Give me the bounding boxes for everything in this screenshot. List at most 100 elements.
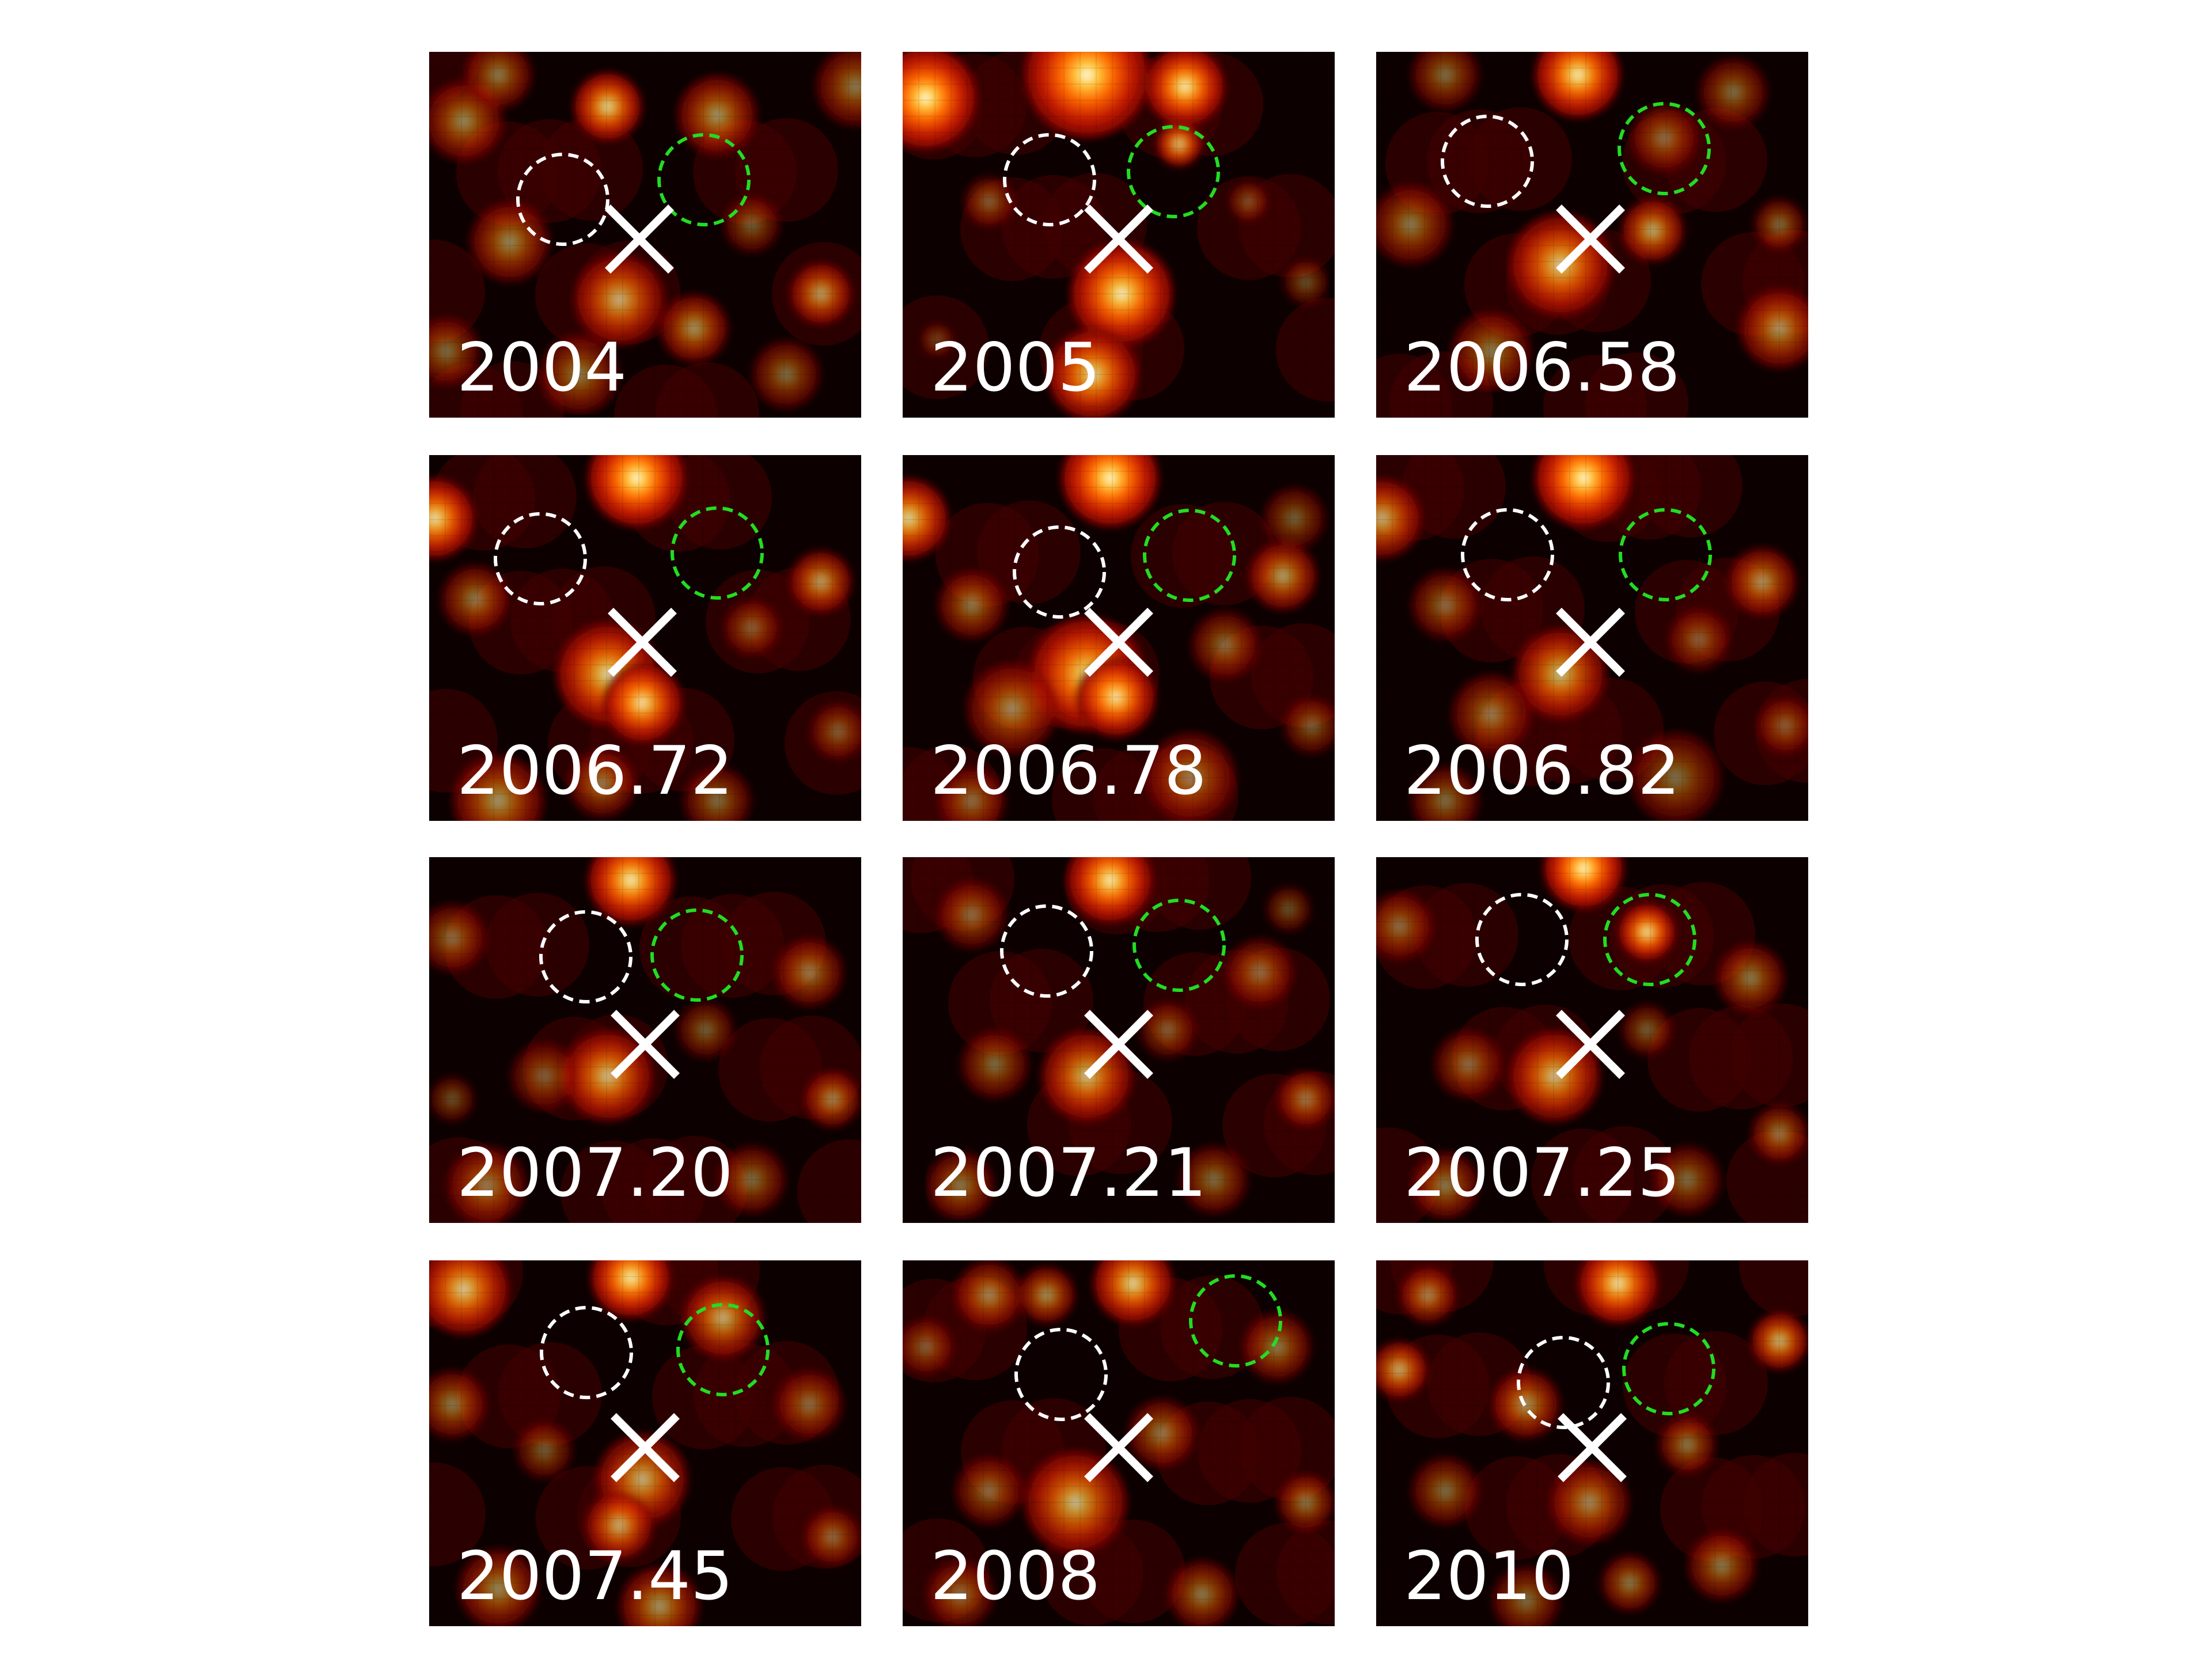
emission-blob xyxy=(1376,1341,1428,1399)
image-panel-2007-20: 2007.20 xyxy=(429,857,861,1223)
emission-blob xyxy=(1075,657,1156,737)
emission-blob xyxy=(1179,1145,1248,1214)
heatmap-image xyxy=(903,1260,1335,1626)
emission-blob xyxy=(966,662,1058,755)
emission-blob xyxy=(1756,697,1808,755)
emission-blob xyxy=(683,766,752,821)
emission-blob xyxy=(1491,1566,1560,1626)
emission-blob xyxy=(429,1370,487,1439)
emission-blob xyxy=(1751,1312,1808,1370)
emission-blob xyxy=(752,340,821,409)
emission-blob xyxy=(775,938,844,1007)
emission-blob xyxy=(1411,766,1480,821)
x-cross-marker-icon xyxy=(1558,1413,1627,1482)
emission-blob xyxy=(1621,1004,1673,1056)
emission-blob xyxy=(1618,903,1676,961)
emission-blob xyxy=(1621,199,1684,262)
emission-blob xyxy=(723,599,781,657)
emission-blob xyxy=(1061,455,1159,527)
reference-circle-icon xyxy=(1014,1328,1108,1421)
emission-blob xyxy=(1399,1266,1457,1324)
emission-blob xyxy=(960,1030,1029,1099)
emission-blob xyxy=(1411,570,1480,639)
emission-blob xyxy=(1451,311,1532,392)
emission-blob xyxy=(429,903,487,972)
emission-blob xyxy=(1263,487,1326,550)
emission-blob xyxy=(1535,455,1633,527)
comparison-circle-icon xyxy=(1127,125,1220,218)
reference-circle-icon xyxy=(540,1306,633,1399)
emission-blob xyxy=(1376,892,1434,961)
emission-blob xyxy=(1228,181,1268,222)
reference-circle-icon xyxy=(1441,115,1534,208)
comparison-circle-icon xyxy=(1603,893,1696,986)
heatmap-image xyxy=(429,455,861,821)
heatmap-image xyxy=(903,455,1335,821)
heatmap-image xyxy=(429,52,861,418)
emission-blob xyxy=(1716,944,1785,1013)
emission-blob xyxy=(789,550,853,613)
image-panel-2006-72: 2006.72 xyxy=(429,455,861,821)
emission-blob xyxy=(717,1145,786,1214)
comparison-circle-icon xyxy=(1132,899,1226,992)
emission-blob xyxy=(1191,611,1260,680)
emission-blob xyxy=(464,52,533,109)
image-panel-2010: 2010 xyxy=(1376,1260,1808,1626)
heatmap-image xyxy=(903,52,1335,418)
comparison-circle-icon xyxy=(1622,1322,1715,1415)
emission-blob xyxy=(1578,1260,1658,1324)
emission-blob xyxy=(1047,328,1139,418)
emission-blob xyxy=(937,766,1006,821)
heatmap-image xyxy=(429,857,861,1223)
reference-circle-icon xyxy=(494,512,587,605)
emission-blob xyxy=(1093,1260,1173,1324)
emission-blob xyxy=(562,1030,654,1122)
emission-blob xyxy=(429,1260,510,1335)
emission-blob xyxy=(1145,52,1225,127)
emission-blob xyxy=(804,1508,861,1566)
emission-blob xyxy=(429,478,475,559)
heatmap-image xyxy=(1376,52,1808,418)
emission-blob xyxy=(1067,857,1153,923)
emission-blob xyxy=(458,1548,539,1626)
emission-blob xyxy=(677,1001,734,1059)
x-cross-marker-icon xyxy=(1084,1413,1153,1482)
emission-blob xyxy=(1277,1474,1335,1531)
emission-blob xyxy=(1549,1462,1630,1543)
emission-blob xyxy=(588,857,674,923)
emission-blob xyxy=(469,202,550,282)
emission-blob xyxy=(937,570,1006,639)
reference-circle-icon xyxy=(516,153,609,246)
emission-blob xyxy=(510,1041,579,1111)
image-panel-2004: 2004 xyxy=(429,52,861,418)
x-cross-marker-icon xyxy=(611,1010,680,1079)
reference-circle-icon xyxy=(1013,525,1106,619)
emission-blob xyxy=(1283,259,1329,305)
comparison-circle-icon xyxy=(1619,508,1712,601)
emission-blob xyxy=(955,1260,1024,1330)
heatmap-image xyxy=(1376,1260,1808,1626)
emission-blob xyxy=(683,1278,763,1358)
emission-blob xyxy=(1687,1531,1756,1600)
emission-blob xyxy=(1024,52,1150,138)
reference-circle-icon xyxy=(1461,508,1554,601)
epoch-label: 2007.25 xyxy=(1404,1134,1680,1212)
emission-blob xyxy=(804,1070,861,1128)
emission-blob xyxy=(441,565,510,634)
reference-circle-icon xyxy=(539,910,632,1003)
epoch-label: 2006.82 xyxy=(1404,732,1680,810)
emission-blob xyxy=(963,176,1015,228)
emission-blob xyxy=(1543,857,1624,909)
emission-blob xyxy=(1225,938,1294,1007)
emission-blob xyxy=(1411,52,1480,109)
epoch-label: 2004 xyxy=(457,329,627,407)
emission-blob xyxy=(588,455,685,527)
emission-blob xyxy=(1658,1416,1716,1474)
emission-blob xyxy=(1145,732,1237,821)
emission-blob xyxy=(1168,1560,1237,1626)
image-panel-2005: 2005 xyxy=(903,52,1335,418)
emission-blob xyxy=(1411,1151,1480,1220)
emission-blob xyxy=(1243,1312,1312,1381)
emission-blob xyxy=(539,334,619,415)
